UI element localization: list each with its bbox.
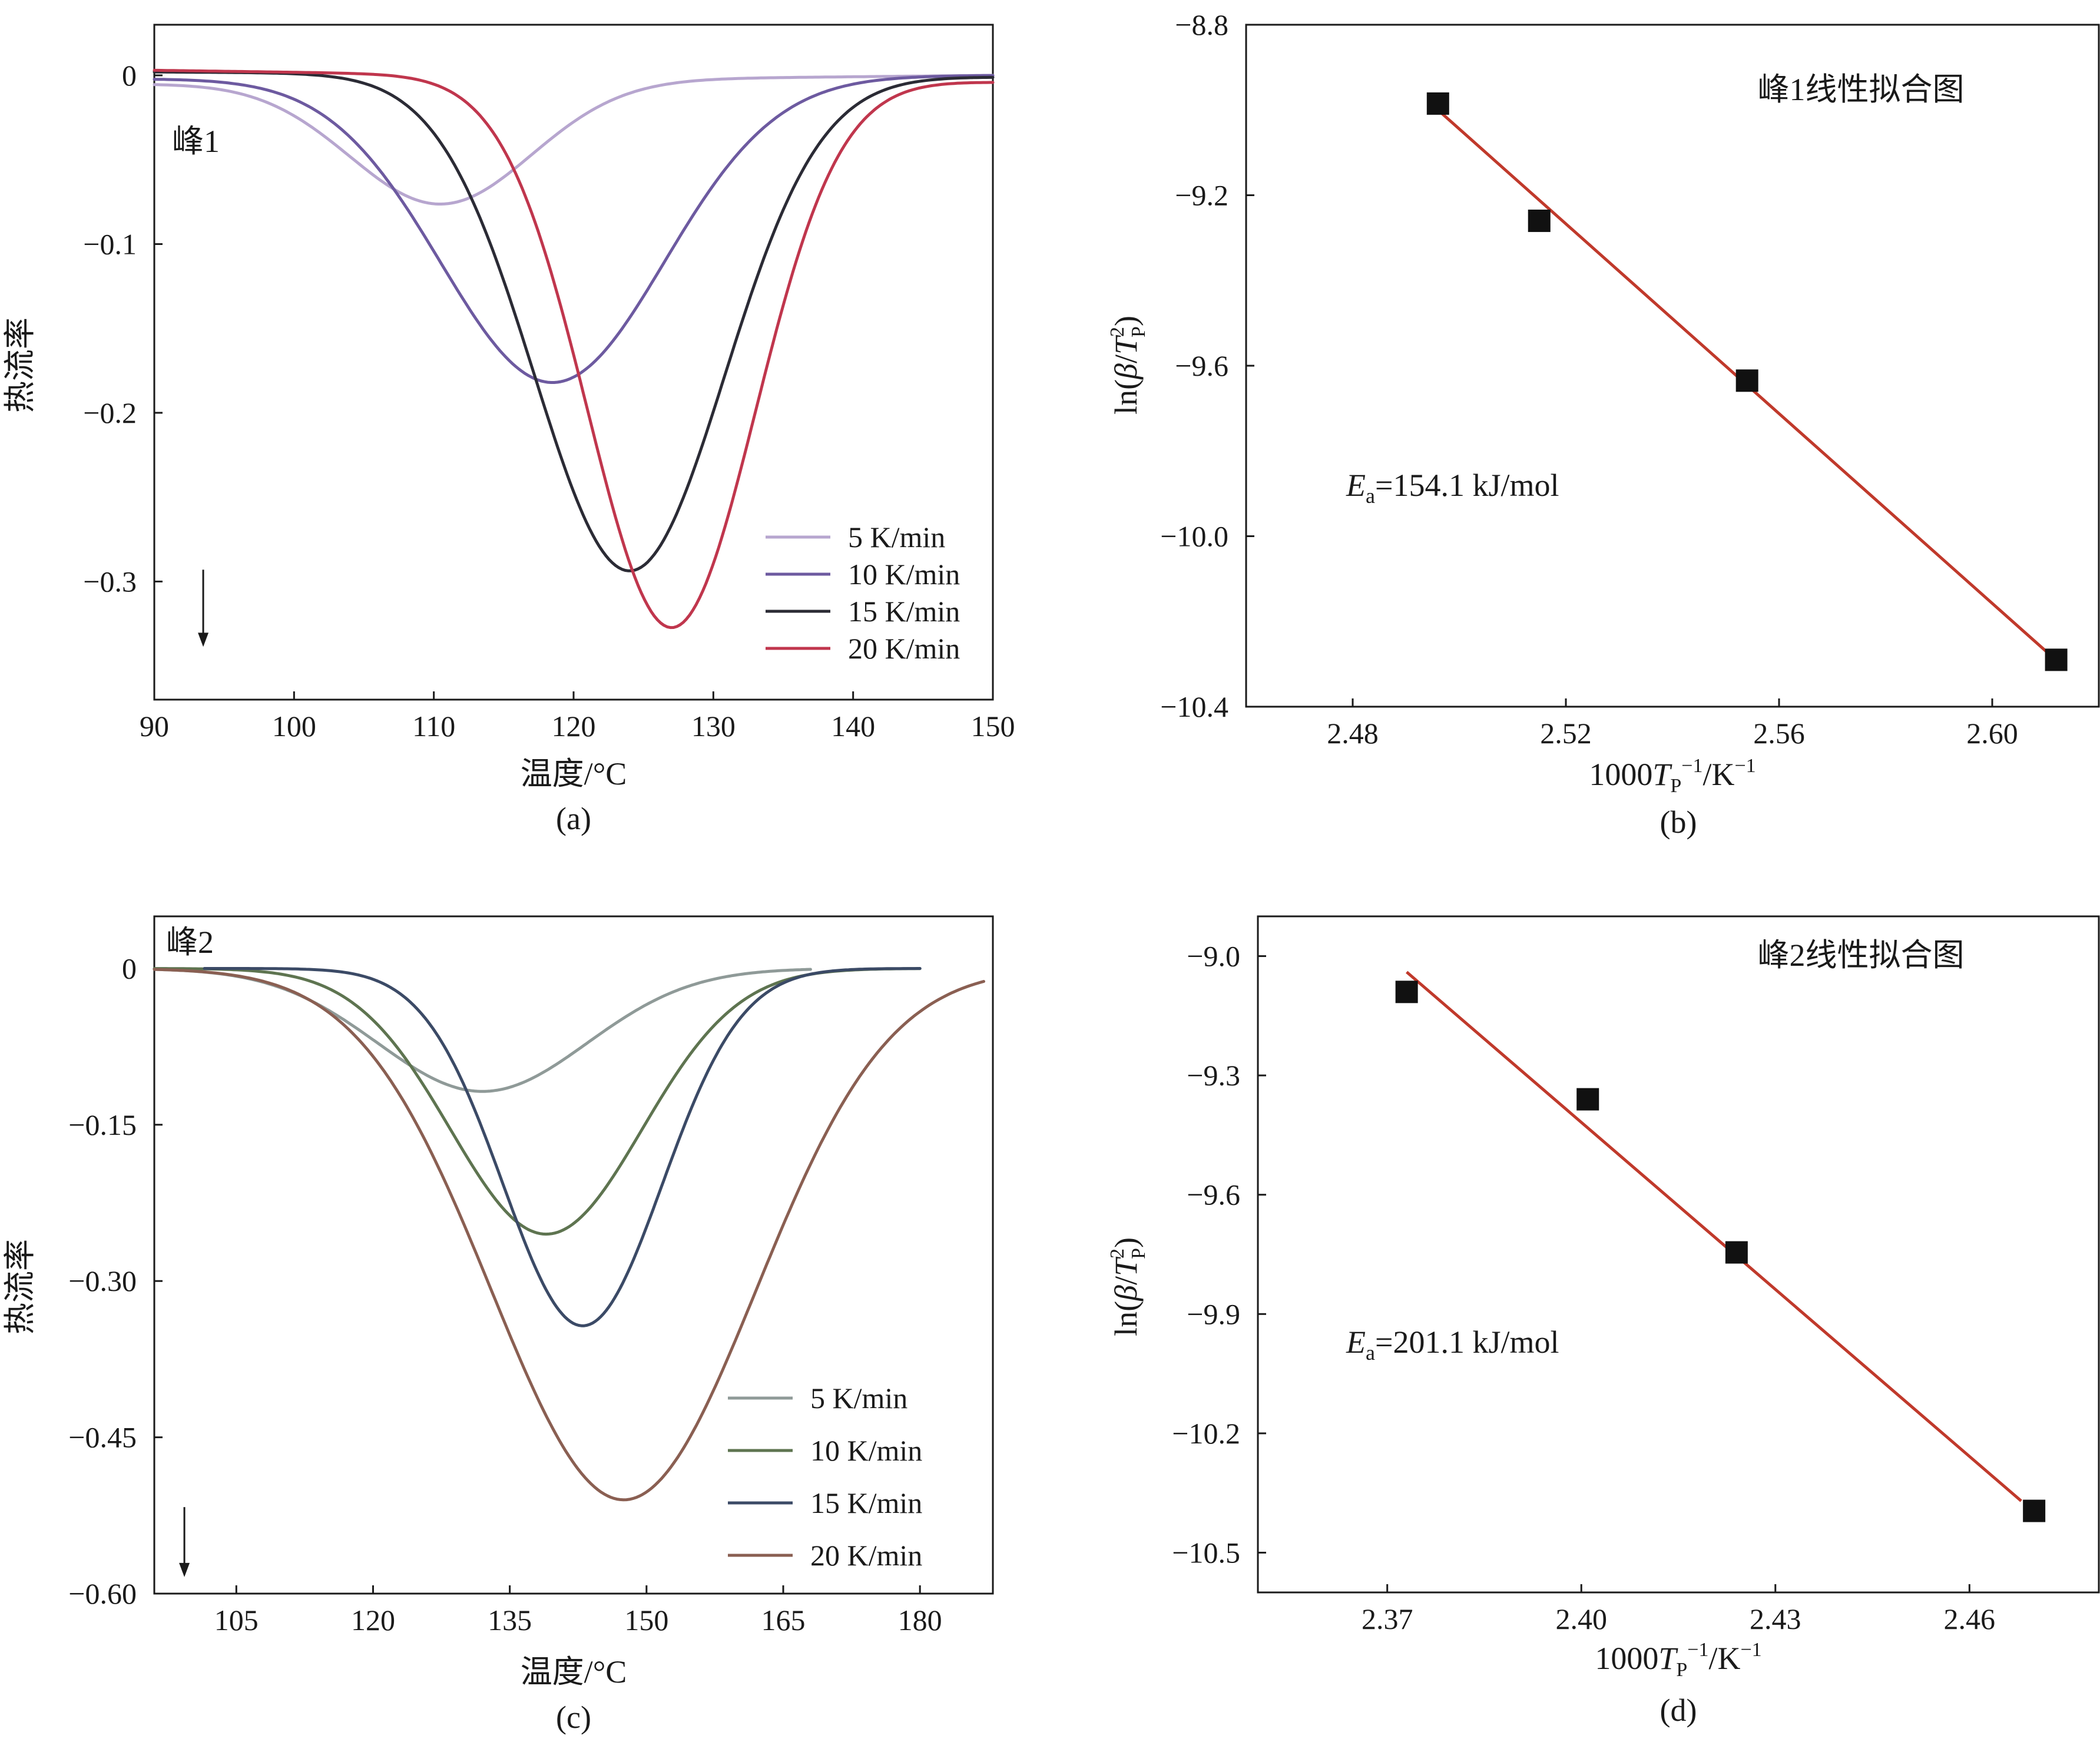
legend-label: 5 K/min	[810, 1382, 907, 1415]
x-tick-label: 150	[971, 710, 1015, 743]
x-tick-label: 120	[351, 1604, 395, 1637]
data-point	[1528, 209, 1551, 232]
y-tick-label: −0.60	[68, 1577, 137, 1610]
data-point	[1735, 369, 1758, 392]
y-tick-label: 0	[122, 59, 137, 92]
plot-frame-d	[1257, 915, 2100, 1594]
x-tick-label: 120	[552, 710, 596, 743]
panel-c: 105 120 135 150 165 180 0 −0.15 −0.30 −0.45 −0.60 (…	[2, 915, 994, 1735]
x-tick-label: 100	[272, 710, 316, 743]
panel-label: (c)	[556, 1700, 591, 1735]
data-point	[1725, 1241, 1748, 1264]
series-line-15K	[203, 967, 922, 1327]
series-line-10K	[153, 967, 922, 1236]
data-point	[1426, 92, 1449, 115]
activation-energy-label: Ea=201.1 kJ/mol	[1346, 1324, 1559, 1365]
fit-title: 峰1线性拟合图	[1758, 72, 1965, 107]
panel-b: 2.48 2.52 2.56 2.60 −8.8 −9.2 −9.6 −10.0 −10.4 (b…	[1107, 8, 2100, 840]
panel-label: (d)	[1660, 1693, 1697, 1728]
data-point	[1576, 1088, 1599, 1111]
x-tick-label: 2.43	[1750, 1602, 1801, 1635]
series-line-5K	[153, 74, 995, 206]
x-tick-label: 140	[831, 710, 875, 743]
legend-label: 15 K/min	[810, 1486, 922, 1519]
x-tick-label: 2.48	[1327, 717, 1379, 750]
y-tick-label: −0.2	[83, 396, 137, 429]
x-tick-label: 150	[624, 1604, 668, 1637]
plot-frame-b	[1245, 24, 2100, 708]
y-tick-label: −9.0	[1187, 940, 1240, 973]
y-tick-label: −9.9	[1187, 1297, 1240, 1330]
fit-title: 峰2线性拟合图	[1758, 938, 1965, 973]
y-tick-label: −9.3	[1187, 1059, 1240, 1092]
x-tick-label: 2.60	[1966, 717, 2018, 750]
panel-label: (a)	[556, 801, 591, 836]
panel-d: 2.37 2.40 2.43 2.46 −9.0 −9.3 −9.6 −9.9 −10.2 −10…	[1107, 915, 2100, 1728]
x-axis-label: 1000TP−1/K−1	[1589, 755, 1755, 797]
y-tick-label: −10.5	[1172, 1536, 1240, 1569]
y-tick-label: −0.15	[68, 1108, 137, 1141]
x-axis-label: 温度/°C	[521, 756, 627, 791]
y-axis-label: 热流率	[2, 1239, 38, 1334]
panel-label: (b)	[1660, 804, 1697, 840]
y-axis-label: ln(β/T2P)	[1107, 1237, 1150, 1336]
x-tick-label: 110	[412, 710, 455, 743]
series-line-15K	[153, 70, 995, 572]
plot-frame-c	[153, 915, 994, 1595]
x-tick-label: 2.37	[1362, 1602, 1413, 1635]
y-tick-label: −9.2	[1175, 179, 1228, 212]
series-line-5K	[153, 968, 812, 1093]
y-tick-label: −10.0	[1160, 520, 1228, 553]
y-axis-label: ln(β/T2P)	[1107, 316, 1150, 415]
x-tick-label: 105	[214, 1604, 259, 1637]
x-tick-label: 180	[898, 1604, 942, 1637]
x-tick-label: 90	[140, 710, 169, 743]
y-axis-label: 热流率	[2, 317, 38, 413]
data-point	[2045, 648, 2068, 671]
legend-label: 10 K/min	[848, 558, 960, 591]
legend-label: 10 K/min	[810, 1434, 922, 1467]
y-tick-label: −9.6	[1175, 349, 1228, 382]
x-tick-label: 2.46	[1944, 1602, 1996, 1635]
legend-label: 20 K/min	[810, 1539, 922, 1572]
panel-a: 90 100 110 120 130 140 150 0 −0.1 −0.2 −0.3 (a) 温度/°…	[2, 24, 1015, 836]
y-tick-label: −10.4	[1160, 690, 1228, 723]
legend-label: 5 K/min	[848, 521, 945, 554]
series-line-20K	[153, 968, 985, 1502]
y-tick-label: 0	[122, 952, 137, 985]
y-tick-label: −10.2	[1172, 1417, 1240, 1450]
x-tick-label: 2.52	[1540, 717, 1592, 750]
y-tick-label: −0.3	[83, 565, 137, 598]
y-tick-label: −8.8	[1175, 8, 1228, 41]
direction-arrow-head	[179, 1562, 190, 1577]
y-tick-label: −0.1	[83, 227, 137, 260]
x-tick-label: 130	[691, 710, 736, 743]
x-axis-label: 1000TP−1/K−1	[1595, 1639, 1761, 1681]
y-tick-label: −9.6	[1187, 1178, 1240, 1211]
y-tick-label: −0.45	[68, 1421, 137, 1454]
peak-annotation: 峰1	[172, 124, 220, 159]
x-axis-label: 温度/°C	[521, 1654, 627, 1690]
activation-energy-label: Ea=154.1 kJ/mol	[1346, 468, 1559, 508]
x-tick-label: 2.40	[1555, 1602, 1607, 1635]
series-line-10K	[153, 74, 995, 384]
data-point	[2023, 1499, 2046, 1522]
x-tick-label: 2.56	[1753, 717, 1805, 750]
direction-arrow-head	[198, 632, 209, 647]
x-tick-label: 135	[488, 1604, 532, 1637]
data-point	[1395, 981, 1418, 1004]
legend-label: 20 K/min	[848, 632, 960, 665]
series-line-20K	[153, 68, 995, 630]
x-tick-label: 165	[761, 1604, 806, 1637]
fit-line	[1406, 971, 2022, 1502]
legend-label: 15 K/min	[848, 595, 960, 628]
peak-annotation: 峰2	[166, 925, 214, 960]
y-tick-label: −0.30	[68, 1264, 137, 1297]
